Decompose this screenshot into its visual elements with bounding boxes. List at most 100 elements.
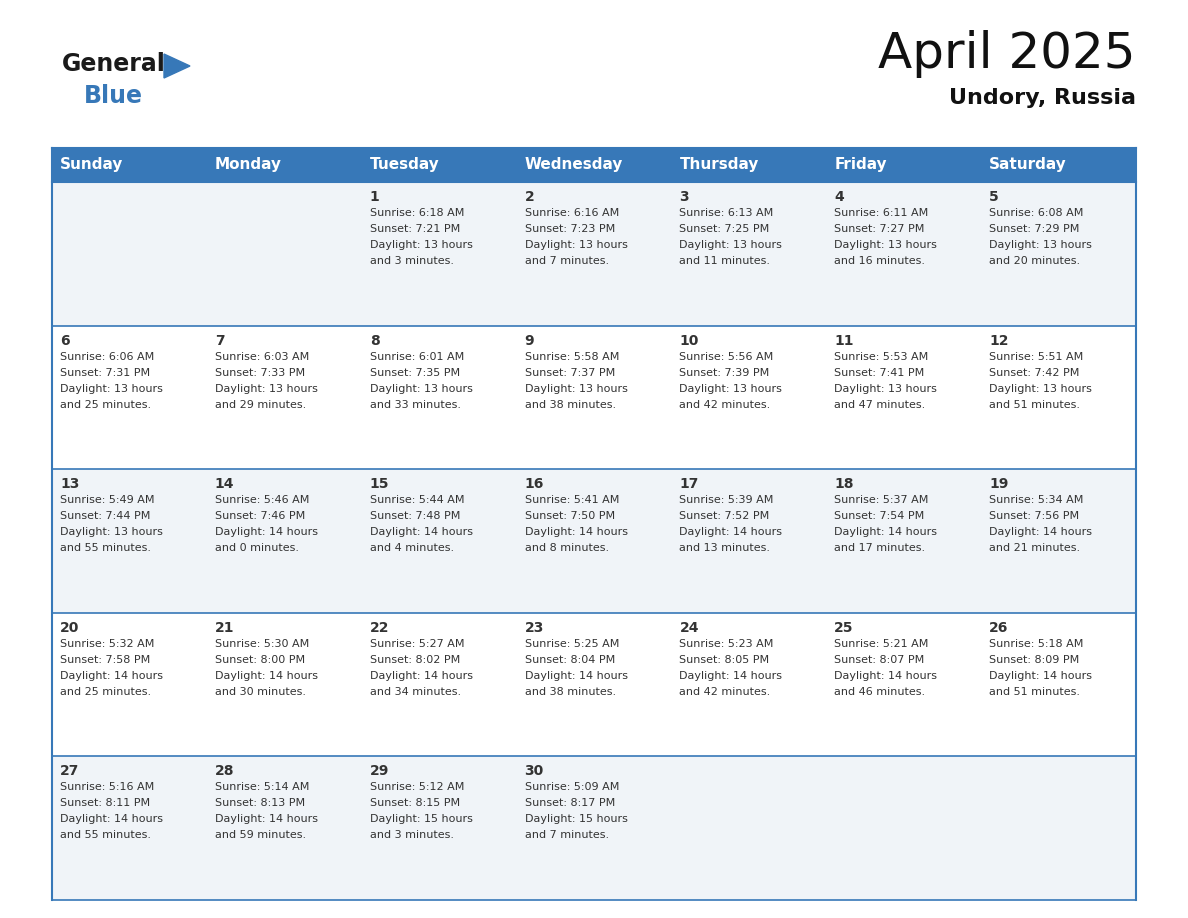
Text: Sunrise: 5:23 AM: Sunrise: 5:23 AM xyxy=(680,639,773,649)
Text: Daylight: 15 hours: Daylight: 15 hours xyxy=(369,814,473,824)
Text: 3: 3 xyxy=(680,190,689,204)
Text: 22: 22 xyxy=(369,621,390,635)
Text: Sunset: 7:44 PM: Sunset: 7:44 PM xyxy=(61,511,151,521)
Polygon shape xyxy=(164,54,190,78)
Text: Sunset: 7:31 PM: Sunset: 7:31 PM xyxy=(61,367,150,377)
Text: 11: 11 xyxy=(834,333,854,348)
Text: 26: 26 xyxy=(990,621,1009,635)
Text: 23: 23 xyxy=(525,621,544,635)
Text: Sunset: 7:56 PM: Sunset: 7:56 PM xyxy=(990,511,1079,521)
Text: Sunset: 7:39 PM: Sunset: 7:39 PM xyxy=(680,367,770,377)
Text: Sunset: 7:29 PM: Sunset: 7:29 PM xyxy=(990,224,1080,234)
Text: and 7 minutes.: and 7 minutes. xyxy=(525,256,608,266)
Text: Sunrise: 5:53 AM: Sunrise: 5:53 AM xyxy=(834,352,929,362)
Text: Sunrise: 5:09 AM: Sunrise: 5:09 AM xyxy=(525,782,619,792)
Bar xyxy=(52,182,1136,326)
Text: 8: 8 xyxy=(369,333,379,348)
Text: General: General xyxy=(62,52,166,76)
Text: and 42 minutes.: and 42 minutes. xyxy=(680,687,771,697)
Text: Sunset: 8:15 PM: Sunset: 8:15 PM xyxy=(369,799,460,809)
Text: Daylight: 13 hours: Daylight: 13 hours xyxy=(834,240,937,250)
Text: Daylight: 14 hours: Daylight: 14 hours xyxy=(215,671,318,681)
Text: Sunrise: 5:32 AM: Sunrise: 5:32 AM xyxy=(61,639,154,649)
Text: Sunset: 7:48 PM: Sunset: 7:48 PM xyxy=(369,511,460,521)
Text: Daylight: 15 hours: Daylight: 15 hours xyxy=(525,814,627,824)
Text: 10: 10 xyxy=(680,333,699,348)
Text: and 51 minutes.: and 51 minutes. xyxy=(990,687,1080,697)
Bar xyxy=(827,148,981,182)
Text: Daylight: 14 hours: Daylight: 14 hours xyxy=(215,527,318,537)
Text: and 25 minutes.: and 25 minutes. xyxy=(61,399,151,409)
Bar xyxy=(52,613,1136,756)
Text: 5: 5 xyxy=(990,190,999,204)
Text: Sunrise: 5:30 AM: Sunrise: 5:30 AM xyxy=(215,639,309,649)
Text: Sunrise: 6:01 AM: Sunrise: 6:01 AM xyxy=(369,352,465,362)
Bar xyxy=(52,148,207,182)
Text: Sunrise: 5:41 AM: Sunrise: 5:41 AM xyxy=(525,495,619,505)
Text: Daylight: 13 hours: Daylight: 13 hours xyxy=(61,527,163,537)
Text: Sunset: 7:21 PM: Sunset: 7:21 PM xyxy=(369,224,460,234)
Text: 1: 1 xyxy=(369,190,379,204)
Text: and 59 minutes.: and 59 minutes. xyxy=(215,831,307,840)
Text: Daylight: 13 hours: Daylight: 13 hours xyxy=(990,240,1092,250)
Text: 24: 24 xyxy=(680,621,699,635)
Text: and 55 minutes.: and 55 minutes. xyxy=(61,831,151,840)
Text: Sunset: 7:33 PM: Sunset: 7:33 PM xyxy=(215,367,305,377)
Text: Sunset: 7:46 PM: Sunset: 7:46 PM xyxy=(215,511,305,521)
Text: Daylight: 13 hours: Daylight: 13 hours xyxy=(990,384,1092,394)
Text: Sunrise: 5:14 AM: Sunrise: 5:14 AM xyxy=(215,782,309,792)
Text: 4: 4 xyxy=(834,190,843,204)
Text: 19: 19 xyxy=(990,477,1009,491)
Text: Monday: Monday xyxy=(215,158,282,173)
Text: and 34 minutes.: and 34 minutes. xyxy=(369,687,461,697)
Text: 15: 15 xyxy=(369,477,390,491)
Text: Sunset: 7:54 PM: Sunset: 7:54 PM xyxy=(834,511,924,521)
Text: Daylight: 14 hours: Daylight: 14 hours xyxy=(525,527,627,537)
Text: and 21 minutes.: and 21 minutes. xyxy=(990,543,1080,554)
Text: 30: 30 xyxy=(525,765,544,778)
Text: and 3 minutes.: and 3 minutes. xyxy=(369,256,454,266)
Text: Sunset: 8:13 PM: Sunset: 8:13 PM xyxy=(215,799,305,809)
Text: Sunrise: 5:44 AM: Sunrise: 5:44 AM xyxy=(369,495,465,505)
Text: 27: 27 xyxy=(61,765,80,778)
Text: Sunrise: 5:56 AM: Sunrise: 5:56 AM xyxy=(680,352,773,362)
Text: 18: 18 xyxy=(834,477,854,491)
Text: Daylight: 14 hours: Daylight: 14 hours xyxy=(990,671,1092,681)
Bar xyxy=(52,326,1136,469)
Text: Daylight: 13 hours: Daylight: 13 hours xyxy=(369,384,473,394)
Text: and 16 minutes.: and 16 minutes. xyxy=(834,256,925,266)
Text: Sunrise: 5:25 AM: Sunrise: 5:25 AM xyxy=(525,639,619,649)
Text: Sunrise: 6:13 AM: Sunrise: 6:13 AM xyxy=(680,208,773,218)
Text: 7: 7 xyxy=(215,333,225,348)
Text: Daylight: 14 hours: Daylight: 14 hours xyxy=(525,671,627,681)
Text: Daylight: 14 hours: Daylight: 14 hours xyxy=(834,671,937,681)
Text: Daylight: 14 hours: Daylight: 14 hours xyxy=(369,527,473,537)
Text: 16: 16 xyxy=(525,477,544,491)
Text: and 13 minutes.: and 13 minutes. xyxy=(680,543,771,554)
Text: 29: 29 xyxy=(369,765,390,778)
Text: Sunrise: 5:27 AM: Sunrise: 5:27 AM xyxy=(369,639,465,649)
Text: Daylight: 13 hours: Daylight: 13 hours xyxy=(680,240,783,250)
Text: Sunrise: 5:39 AM: Sunrise: 5:39 AM xyxy=(680,495,773,505)
Text: and 3 minutes.: and 3 minutes. xyxy=(369,831,454,840)
Text: 17: 17 xyxy=(680,477,699,491)
Text: and 33 minutes.: and 33 minutes. xyxy=(369,399,461,409)
Text: Daylight: 14 hours: Daylight: 14 hours xyxy=(61,814,163,824)
Text: Sunset: 8:02 PM: Sunset: 8:02 PM xyxy=(369,655,460,665)
Text: Friday: Friday xyxy=(834,158,887,173)
Text: Sunrise: 5:21 AM: Sunrise: 5:21 AM xyxy=(834,639,929,649)
Text: and 7 minutes.: and 7 minutes. xyxy=(525,831,608,840)
Text: Blue: Blue xyxy=(84,84,143,108)
Text: Sunset: 8:11 PM: Sunset: 8:11 PM xyxy=(61,799,150,809)
Text: Sunrise: 5:58 AM: Sunrise: 5:58 AM xyxy=(525,352,619,362)
Text: and 4 minutes.: and 4 minutes. xyxy=(369,543,454,554)
Text: Thursday: Thursday xyxy=(680,158,759,173)
Text: Daylight: 14 hours: Daylight: 14 hours xyxy=(834,527,937,537)
Bar xyxy=(517,148,671,182)
Text: Sunset: 7:27 PM: Sunset: 7:27 PM xyxy=(834,224,924,234)
Text: and 38 minutes.: and 38 minutes. xyxy=(525,687,615,697)
Text: Sunset: 8:09 PM: Sunset: 8:09 PM xyxy=(990,655,1080,665)
Text: Sunrise: 6:03 AM: Sunrise: 6:03 AM xyxy=(215,352,309,362)
Text: Daylight: 13 hours: Daylight: 13 hours xyxy=(525,240,627,250)
Text: Sunrise: 6:18 AM: Sunrise: 6:18 AM xyxy=(369,208,465,218)
